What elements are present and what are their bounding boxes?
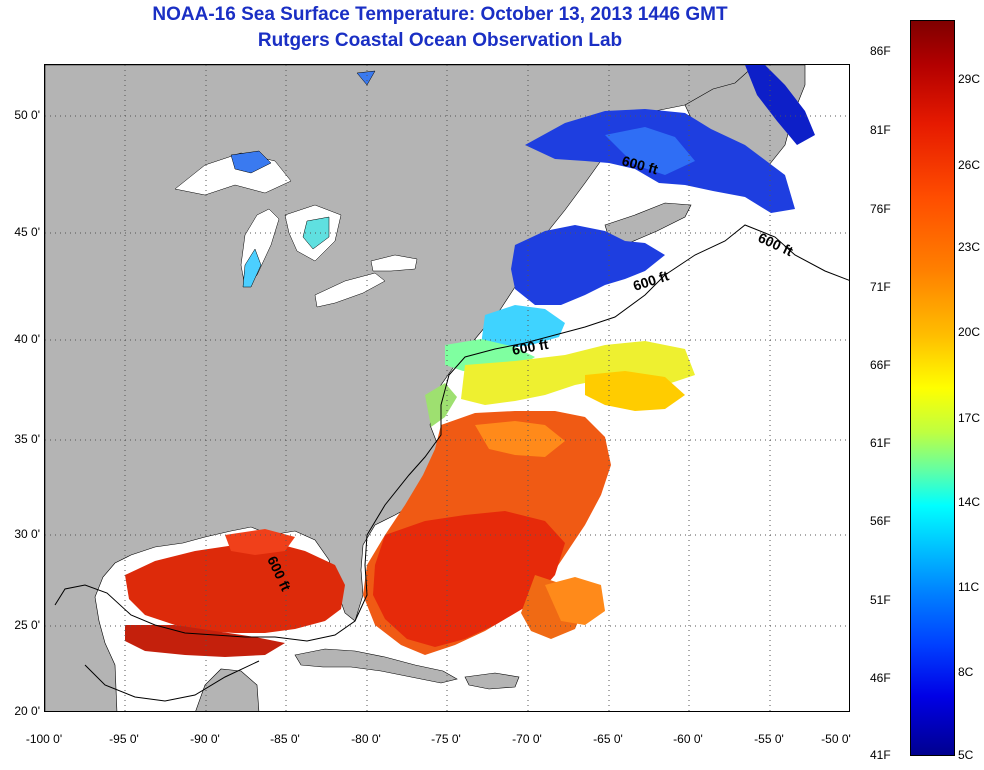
lon-label: -95 0': [109, 732, 139, 746]
colorbar-c-label: 26C: [958, 158, 981, 172]
map-subtitle: Rutgers Coastal Ocean Observation Lab: [257, 30, 623, 51]
lon-label: -60 0': [673, 732, 703, 746]
lat-label: 20 0': [14, 704, 40, 718]
map-canvas: 600 ft 600 ft 600 ft 600 ft 600 ft: [45, 65, 849, 711]
lat-label: 50 0': [14, 108, 40, 122]
land-yucatan: [195, 668, 260, 711]
colorbar-c-label: 20C: [958, 325, 981, 339]
colorbar-f-label: 76F: [870, 202, 891, 216]
colorbar-c-label: 5C: [958, 748, 974, 762]
land-hispaniola: [464, 672, 520, 690]
contour-600ft: [54, 224, 849, 642]
colorbar-f-label: 71F: [870, 280, 891, 294]
sst-mid: [425, 305, 695, 427]
colorbar-c-label: 11C: [958, 580, 980, 594]
contour-600ft-gulf: [84, 660, 260, 702]
colorbar-f-label: 81F: [870, 123, 891, 137]
sst-cold-north: [511, 65, 815, 305]
sst-warm-atlantic: [363, 411, 611, 655]
map-title: NOAA-16 Sea Surface Temperature: October…: [152, 4, 728, 25]
great-lakes: [174, 70, 418, 308]
lat-label: 45 0': [14, 225, 40, 239]
colorbar-f-label: 41F: [870, 748, 891, 762]
lon-label: -90 0': [190, 732, 220, 746]
lon-label: -85 0': [270, 732, 300, 746]
lon-gridlines: [124, 65, 771, 711]
colorbar-f-label: 61F: [870, 436, 891, 450]
colorbar-c-label: 29C: [958, 72, 981, 86]
lon-label: -65 0': [593, 732, 623, 746]
colorbar-c-label: 23C: [958, 240, 981, 254]
lon-label: -50 0': [821, 732, 851, 746]
colorbar-c-label: 8C: [958, 665, 974, 679]
colorbar-c-label: 14C: [958, 495, 981, 509]
lat-label: 40 0': [14, 332, 40, 346]
lon-label: -80 0': [351, 732, 381, 746]
lon-label: -70 0': [512, 732, 542, 746]
sst-gulf-of-mexico: [125, 529, 345, 657]
sst-map: 600 ft 600 ft 600 ft 600 ft 600 ft: [44, 64, 850, 712]
land-north-america: [45, 65, 756, 711]
lon-label: -75 0': [431, 732, 461, 746]
contour-label: 600 ft: [511, 336, 550, 358]
colorbar-f-label: 51F: [870, 593, 891, 607]
colorbar-c-label: 17C: [958, 411, 981, 425]
colorbar-f-label: 46F: [870, 671, 891, 685]
temperature-colorbar: [910, 20, 955, 756]
colorbar-f-label: 66F: [870, 358, 891, 372]
lon-label: -55 0': [754, 732, 784, 746]
lon-label: -100 0': [25, 732, 63, 746]
lat-label: 35 0': [14, 432, 40, 446]
colorbar-f-label: 86F: [870, 44, 891, 58]
lat-label: 30 0': [14, 527, 40, 541]
lat-label: 25 0': [14, 618, 40, 632]
colorbar-f-label: 56F: [870, 514, 891, 528]
land-cuba: [294, 648, 458, 684]
